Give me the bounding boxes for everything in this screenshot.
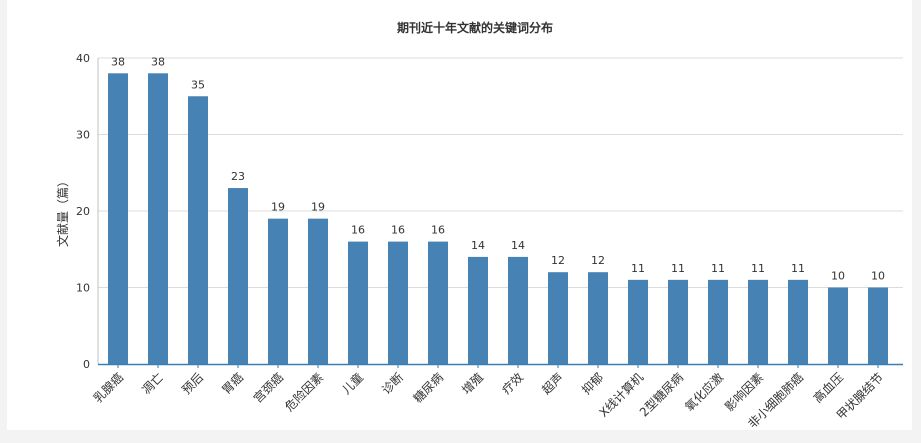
data-label: 11 [711,262,725,275]
data-label: 16 [431,224,445,237]
data-label: 11 [671,262,685,275]
bar [148,73,168,365]
category-label: 超声 [539,370,567,398]
category-label: 疗效 [499,370,527,398]
bar [748,279,768,364]
bar [268,218,288,364]
bar [628,279,648,364]
category-label: 凋亡 [139,370,166,397]
data-label: 16 [351,224,365,237]
category-label: 诊断 [379,370,407,398]
category-label: 胃癌 [219,370,247,398]
bar [668,279,688,364]
data-label: 12 [591,254,605,267]
chart-panel: 期刊近十年文献的关键词分布 文献量（篇） 0 10 20 30 40 38 38 35 23 1… [7,0,912,431]
data-label: 38 [111,55,125,68]
data-label: 12 [551,254,565,267]
data-label: 35 [191,78,205,91]
data-labels: 38 38 35 23 19 19 16 16 16 14 14 12 12 11 11 11 11 11 10 10 [111,55,885,282]
chart-title: 期刊近十年文献的关键词分布 [397,20,553,35]
bar-chart: 期刊近十年文献的关键词分布 文献量（篇） 0 10 20 30 40 38 38 35 23 1… [55,20,903,432]
bar [108,73,128,365]
data-label: 11 [751,262,765,275]
bar [868,287,888,364]
data-label: 23 [231,170,245,183]
bar [588,272,608,364]
y-tick-label: 30 [76,129,90,142]
data-label: 38 [151,55,165,68]
category-label: 宫颈癌 [250,370,286,406]
gridlines [98,57,903,288]
category-label: 2型糖尿病 [636,370,686,420]
bar [188,96,208,364]
data-label: 10 [831,270,845,283]
bar [388,241,408,364]
x-axis [97,58,903,368]
bar [308,218,328,364]
bar [428,241,448,364]
bar [788,279,808,364]
data-label: 11 [631,262,645,275]
category-label: 危险因素 [282,370,327,415]
category-label: 儿童 [339,370,367,398]
data-label: 14 [471,239,485,252]
bar [348,241,368,364]
bars [108,73,888,365]
bar [828,287,848,364]
category-label: 氧化应激 [682,370,727,415]
y-axis-ticks: 0 10 20 30 40 [76,52,90,371]
category-label: 预后 [179,370,206,397]
category-label: 抑郁 [579,370,607,398]
bar [548,272,568,364]
data-label: 11 [791,262,805,275]
data-label: 19 [271,201,285,214]
bar [468,256,488,364]
category-label: 增殖 [459,370,487,398]
bar [708,279,728,364]
data-label: 19 [311,201,325,214]
y-tick-label: 20 [76,205,90,218]
y-tick-label: 0 [83,358,90,371]
data-label: 10 [871,270,885,283]
bar [228,188,248,364]
category-label: 高血压 [810,370,846,406]
category-label: 糖尿病 [410,370,446,406]
y-axis-label: 文献量（篇） [55,175,70,247]
category-label: 乳腺癌 [90,370,126,406]
y-tick-label: 40 [76,52,90,65]
y-tick-label: 10 [76,282,90,295]
data-label: 14 [511,239,525,252]
data-label: 16 [391,224,405,237]
bar [508,256,528,364]
